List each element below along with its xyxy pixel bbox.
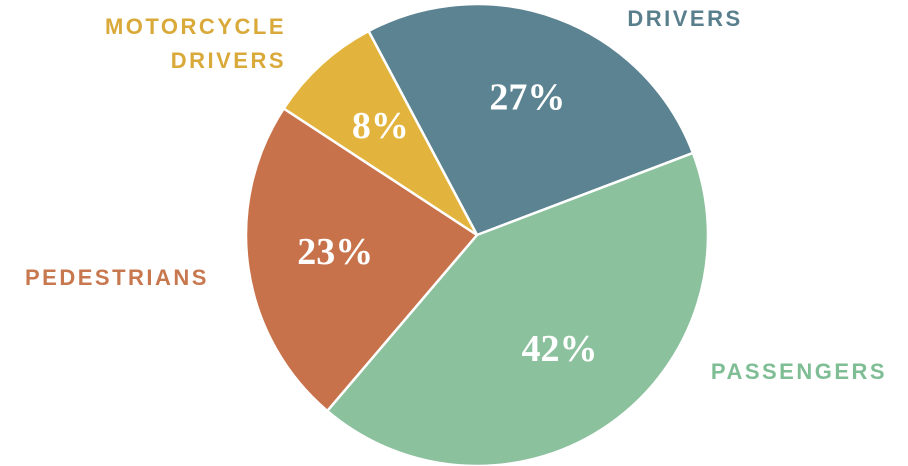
- pie-slice: [325, 151, 710, 466]
- pie-slice: [366, 2, 695, 237]
- value-label: 42%: [522, 328, 598, 370]
- pie-slice: [244, 106, 479, 413]
- category-label: PEDESTRIANS: [25, 265, 209, 290]
- category-label: PASSENGERS: [710, 359, 888, 384]
- value-label: 23%: [297, 231, 373, 273]
- value-label: 27%: [489, 77, 565, 119]
- category-label: DRIVERS: [627, 6, 743, 31]
- category-label: MOTORCYCLE DRIVERS: [104, 14, 286, 73]
- pie-slice: [281, 29, 479, 237]
- value-label: 8%: [352, 105, 409, 147]
